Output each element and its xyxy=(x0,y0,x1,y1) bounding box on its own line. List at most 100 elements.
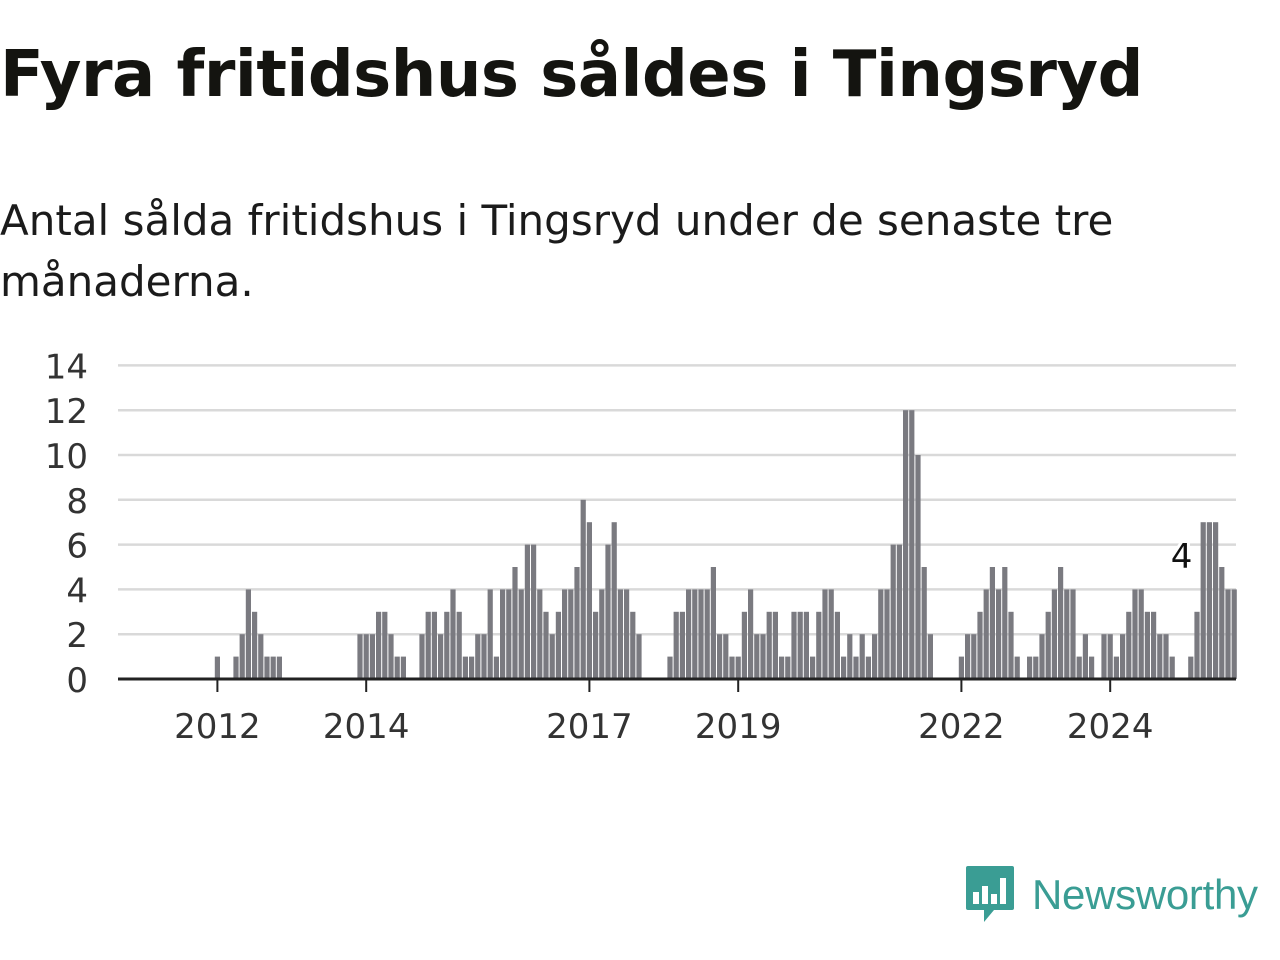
bar xyxy=(971,634,977,679)
bar xyxy=(909,410,915,679)
y-tick-label: 8 xyxy=(66,482,88,522)
bar-series xyxy=(214,410,1237,679)
bar xyxy=(580,499,586,679)
bar xyxy=(593,611,599,679)
bar xyxy=(766,611,772,679)
bar xyxy=(1120,634,1126,679)
bar xyxy=(245,589,251,679)
y-tick-label: 12 xyxy=(45,392,88,432)
bar xyxy=(363,634,369,679)
bar xyxy=(1076,656,1082,679)
bar xyxy=(810,656,816,679)
bar xyxy=(921,567,927,679)
bar xyxy=(537,589,543,679)
bar xyxy=(431,611,437,679)
bar xyxy=(723,634,729,679)
bar xyxy=(983,589,989,679)
bar xyxy=(1082,634,1088,679)
bar xyxy=(425,611,431,679)
bar xyxy=(853,656,859,679)
bar xyxy=(958,656,964,679)
bar xyxy=(611,522,617,679)
bar xyxy=(816,611,822,679)
bar xyxy=(1051,589,1057,679)
bar xyxy=(531,544,537,679)
bar xyxy=(574,567,580,679)
bar xyxy=(1225,589,1231,679)
x-tick-label: 2014 xyxy=(323,707,410,747)
y-tick-label: 6 xyxy=(66,527,88,567)
bar xyxy=(748,589,754,679)
bar xyxy=(630,611,636,679)
bar xyxy=(1089,656,1095,679)
bar xyxy=(444,611,450,679)
bar xyxy=(1163,634,1169,679)
bar xyxy=(903,410,909,679)
bar xyxy=(382,611,388,679)
bar xyxy=(698,589,704,679)
bar xyxy=(1033,656,1039,679)
bar xyxy=(264,656,270,679)
bar xyxy=(1126,611,1132,679)
bar xyxy=(1188,656,1194,679)
bar xyxy=(1113,656,1119,679)
annotations: 4 xyxy=(1168,534,1196,580)
y-tick-label: 4 xyxy=(66,571,88,611)
bar xyxy=(1206,522,1212,679)
bar xyxy=(562,589,568,679)
bar xyxy=(679,611,685,679)
bar xyxy=(847,634,853,679)
highlight-value-label: 4 xyxy=(1171,537,1193,577)
bar xyxy=(779,656,785,679)
bar xyxy=(270,656,276,679)
bar xyxy=(624,589,630,679)
x-axis-ticks: 2012 2014 2017 2019 2022 2024 xyxy=(174,679,1153,747)
bar xyxy=(394,656,400,679)
bar xyxy=(400,656,406,679)
bar xyxy=(704,589,710,679)
y-tick-label: 14 xyxy=(45,347,88,387)
bar xyxy=(760,634,766,679)
bar xyxy=(927,634,933,679)
bar xyxy=(797,611,803,679)
bar xyxy=(1144,611,1150,679)
bar xyxy=(772,611,778,679)
bar xyxy=(996,589,1002,679)
bar xyxy=(493,656,499,679)
bar xyxy=(276,656,282,679)
bar xyxy=(1064,589,1070,679)
bar xyxy=(667,656,673,679)
x-tick-label: 2022 xyxy=(918,707,1005,747)
bar xyxy=(1101,634,1107,679)
bar xyxy=(524,544,530,679)
bar xyxy=(859,634,865,679)
bar xyxy=(1169,656,1175,679)
bar xyxy=(754,634,760,679)
bar xyxy=(456,611,462,679)
bar xyxy=(481,634,487,679)
bar xyxy=(977,611,983,679)
bar xyxy=(419,634,425,679)
bar xyxy=(741,611,747,679)
bar xyxy=(791,611,797,679)
bar xyxy=(803,611,809,679)
newsworthy-logo-icon xyxy=(966,866,1014,922)
bar xyxy=(599,589,605,679)
bar xyxy=(834,611,840,679)
bar xyxy=(555,611,561,679)
bar xyxy=(717,634,723,679)
chart-title: Fyra fritidshus såldes i Tingsryd xyxy=(0,38,1143,112)
bar xyxy=(636,634,642,679)
chart-subtitle: Antal sålda fritidshus i Tingsryd under … xyxy=(0,196,1114,306)
bar xyxy=(872,634,878,679)
bar xyxy=(896,544,902,679)
bar xyxy=(233,656,239,679)
bar xyxy=(506,589,512,679)
bar xyxy=(828,589,834,679)
bar xyxy=(475,634,481,679)
bar xyxy=(469,656,475,679)
bar xyxy=(865,656,871,679)
bar xyxy=(1138,589,1144,679)
x-tick-label: 2019 xyxy=(695,707,782,747)
